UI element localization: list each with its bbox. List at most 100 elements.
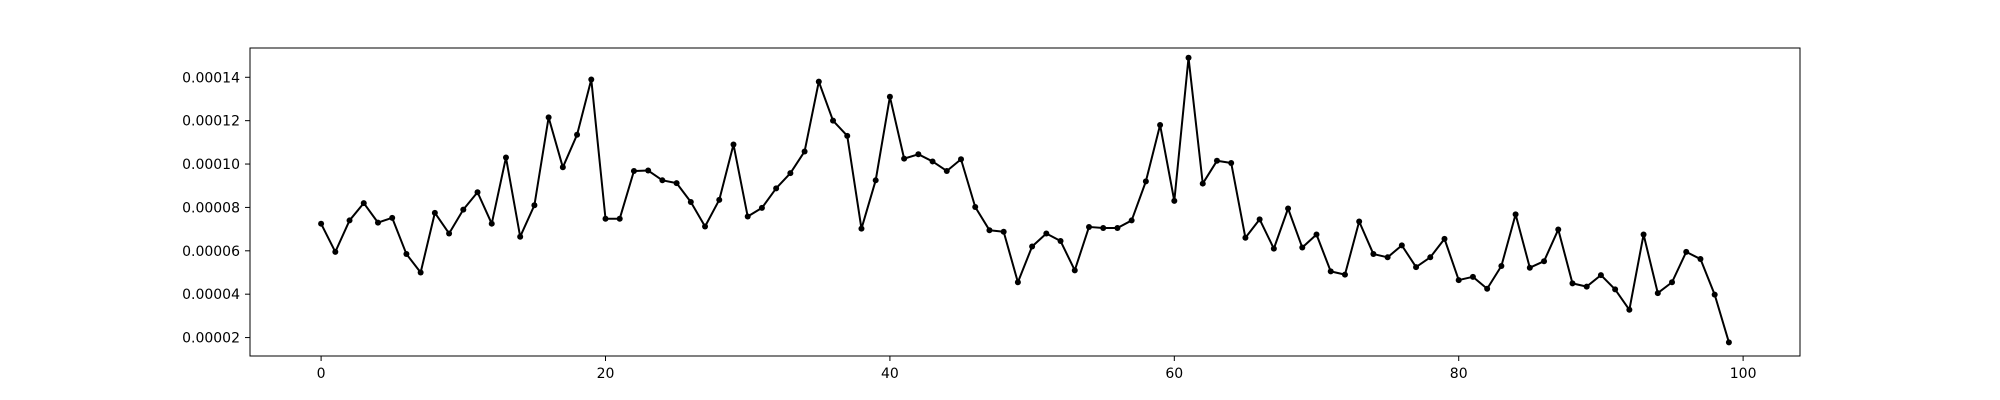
data-point	[1085, 223, 1092, 230]
data-point	[574, 131, 581, 138]
data-point	[446, 230, 453, 237]
data-point	[1185, 54, 1192, 61]
data-point	[1427, 254, 1434, 261]
data-point	[403, 251, 410, 258]
data-point	[1270, 245, 1277, 252]
data-point	[830, 117, 837, 124]
data-point	[886, 93, 893, 100]
data-point	[1669, 279, 1676, 286]
data-point	[716, 196, 723, 203]
data-point	[559, 164, 566, 171]
data-point	[1370, 251, 1377, 258]
data-point	[1555, 226, 1562, 233]
data-point	[517, 233, 524, 240]
data-point	[1654, 290, 1661, 297]
data-point	[673, 180, 680, 187]
data-point	[460, 206, 467, 213]
data-point	[1299, 244, 1306, 251]
data-point	[374, 219, 381, 226]
data-point	[1199, 180, 1206, 187]
y-tick-label: 0.00010	[182, 157, 240, 173]
data-point	[1612, 286, 1619, 293]
data-point	[659, 177, 666, 184]
data-point	[488, 220, 495, 227]
data-point	[1242, 234, 1249, 241]
data-point	[332, 248, 339, 255]
data-point	[1228, 159, 1235, 166]
data-point	[602, 215, 609, 222]
data-point	[758, 204, 765, 211]
data-point	[901, 155, 908, 162]
data-point	[1697, 256, 1704, 263]
data-point	[1100, 225, 1107, 232]
x-tick-label: 100	[1730, 366, 1757, 382]
data-point	[502, 154, 509, 161]
data-point	[801, 148, 808, 155]
data-point	[872, 177, 879, 184]
y-tick-label: 0.00006	[182, 244, 240, 260]
data-point	[1597, 272, 1604, 279]
data-point	[318, 220, 325, 227]
data-point	[929, 158, 936, 165]
data-point	[1014, 279, 1021, 286]
x-axis-ticks: 0 20 40 60 80 100	[317, 356, 1757, 382]
data-point	[915, 151, 922, 158]
data-point	[389, 214, 396, 221]
data-point	[1640, 231, 1647, 238]
y-tick-label: 0.00008	[182, 200, 240, 216]
data-point	[958, 156, 965, 163]
data-point	[1071, 267, 1078, 274]
data-point	[1000, 228, 1007, 235]
data-point	[1057, 238, 1064, 245]
data-point	[1455, 277, 1462, 284]
data-point	[1498, 262, 1505, 269]
data-point	[1142, 178, 1149, 185]
data-point	[844, 132, 851, 139]
data-point	[616, 215, 623, 222]
data-point	[858, 225, 865, 232]
data-point	[545, 114, 552, 121]
data-point	[1384, 254, 1391, 261]
x-tick-label: 60	[1165, 366, 1183, 382]
data-point	[1484, 285, 1491, 292]
data-point	[972, 203, 979, 210]
data-point	[1541, 258, 1548, 265]
x-tick-label: 0	[317, 366, 326, 382]
data-point	[360, 200, 367, 207]
data-point	[431, 209, 438, 216]
data-point	[588, 76, 595, 83]
data-point	[1711, 291, 1718, 298]
data-point	[1285, 205, 1292, 212]
series-layer	[318, 54, 1732, 346]
data-point	[1114, 225, 1121, 232]
y-tick-label: 0.00002	[182, 331, 240, 347]
plot-frame	[249, 47, 1801, 357]
data-point	[687, 199, 694, 205]
data-point	[744, 213, 751, 220]
data-point	[1441, 235, 1448, 242]
x-tick-label: 20	[597, 366, 615, 382]
data-point	[986, 227, 993, 234]
data-point	[1327, 268, 1334, 275]
data-point	[1341, 271, 1348, 278]
data-point	[1413, 264, 1420, 271]
data-point	[1512, 211, 1519, 218]
data-point	[1398, 242, 1405, 249]
data-point	[1313, 231, 1320, 238]
data-point	[1128, 217, 1135, 224]
data-point	[787, 170, 794, 177]
data-point	[1583, 283, 1590, 290]
data-point	[1626, 306, 1633, 313]
data-point	[943, 167, 950, 174]
data-point	[1171, 197, 1178, 204]
data-point	[1526, 264, 1533, 271]
data-point	[630, 167, 637, 174]
data-point	[773, 185, 780, 192]
data-point	[1356, 218, 1363, 225]
data-point	[1725, 339, 1732, 346]
data-point	[1469, 273, 1476, 280]
y-tick-label: 0.00012	[182, 114, 240, 130]
data-point	[474, 189, 481, 196]
x-tick-label: 80	[1450, 366, 1468, 382]
